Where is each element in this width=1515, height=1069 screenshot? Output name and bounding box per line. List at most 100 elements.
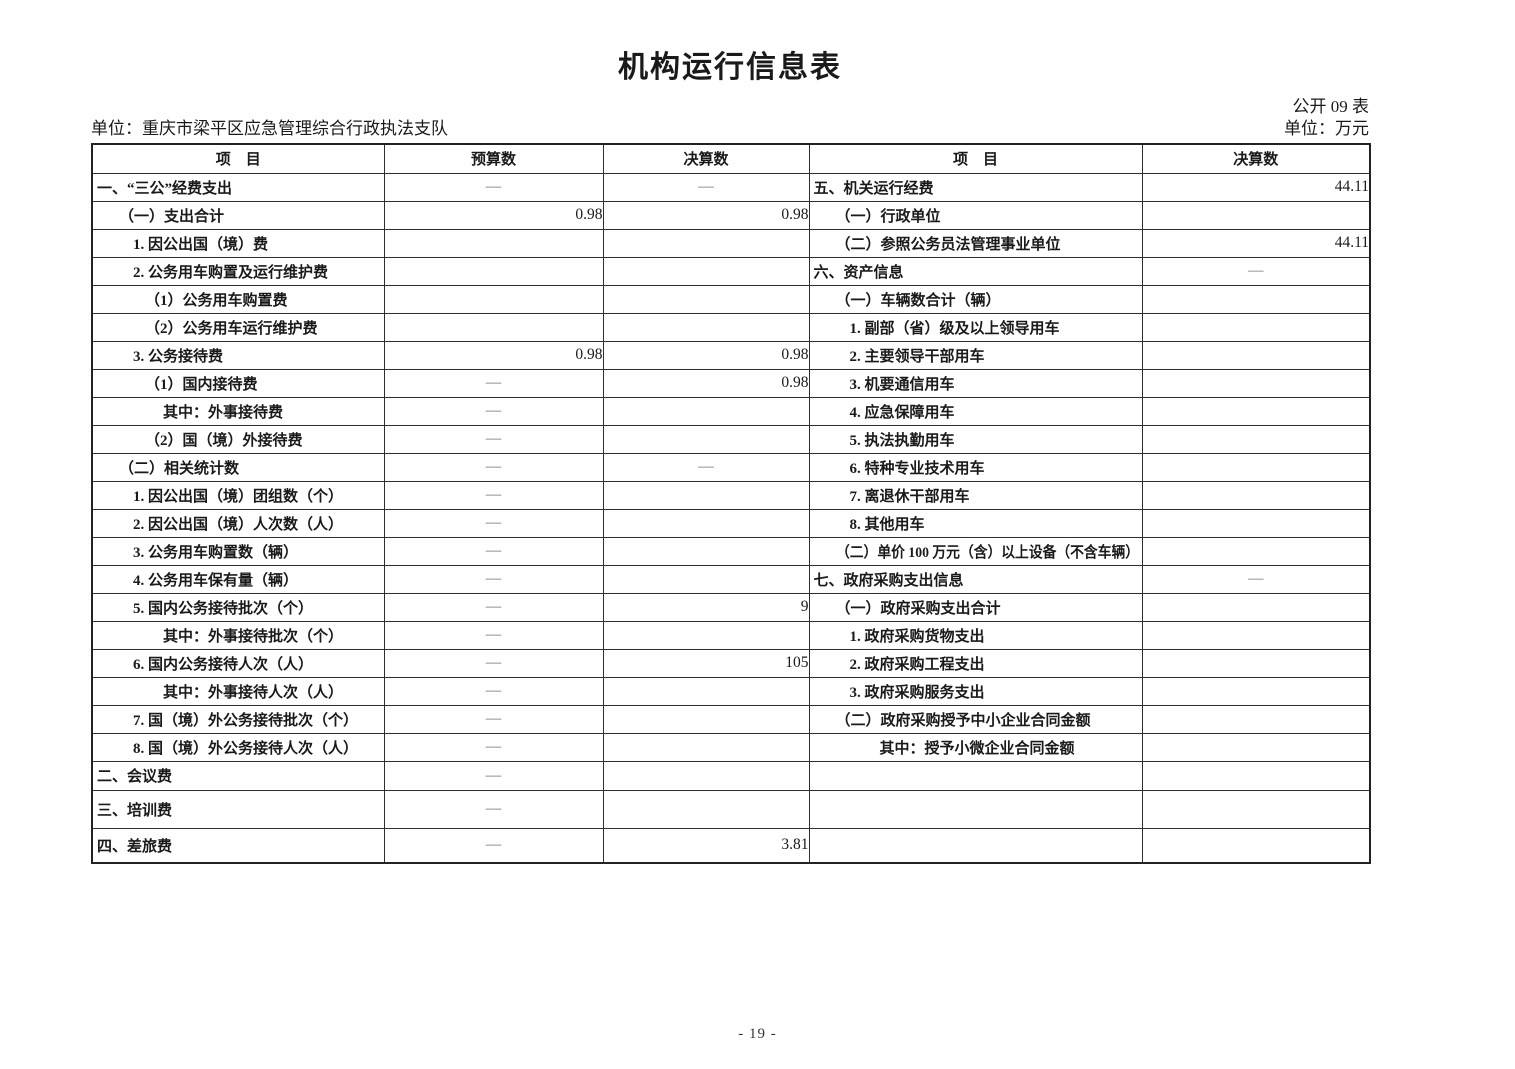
row-label-text: 8. 其他用车 [849, 516, 925, 533]
table-row: 一、“三公”经费支出 — — 五、机关运行经费 44.11 [91, 172, 1371, 202]
row-label-text: 3. 公务接待费 [133, 348, 224, 365]
final-value [1141, 676, 1371, 706]
budget-value-text: — [485, 598, 502, 615]
final-value [602, 676, 810, 706]
budget-value: — [383, 480, 604, 510]
row-label-text: 七、政府采购支出信息 [813, 572, 964, 589]
budget-value-text: — [485, 402, 502, 419]
budget-header: 预算数 [383, 143, 604, 174]
table-row: 二、会议费 — [91, 760, 1371, 791]
final-value: 0.98 [602, 200, 810, 230]
table-row: 5. 国内公务接待批次（个） — 9 （一）政府采购支出合计 [91, 592, 1371, 622]
final-value: — [1141, 256, 1371, 286]
row-label-text: （1）公务用车购置费 [145, 292, 288, 309]
budget-value-text: — [485, 654, 502, 671]
form-code-label: 公开 09 表 [1292, 97, 1370, 116]
row-label: 3. 政府采购服务支出 [808, 676, 1143, 706]
table-row: 8. 国（境）外公务接待人次（人） — 其中：授予小微企业合同金额 [91, 732, 1371, 762]
final-value [1141, 732, 1371, 762]
left-final-header: 决算数 [602, 143, 810, 174]
final-value-text: 0.98 [781, 374, 809, 391]
institution-operation-table: 项 目 预算数 决算数 项 目 决算数 一、“三公”经费支出 — — 五、机关运行经费 44.11… [91, 143, 1371, 864]
budget-value-text: — [485, 486, 502, 503]
row-label: 一、“三公”经费支出 [91, 172, 385, 202]
table-row: （2）公务用车运行维护费 1. 副部（省）级及以上领导用车 [91, 312, 1371, 342]
final-value [1141, 424, 1371, 454]
row-label: 8. 其他用车 [808, 508, 1143, 538]
row-label-text: 5. 国内公务接待批次（个） [133, 600, 314, 617]
final-value [602, 228, 810, 258]
row-label-text: （一）支出合计 [119, 208, 225, 225]
table-row: 其中：外事接待批次（个） — 1. 政府采购货物支出 [91, 620, 1371, 650]
row-label: （二）单价 100 万元（含）以上设备（不含车辆） [808, 536, 1143, 566]
table-row: （一）支出合计 0.98 0.98 （一）行政单位 [91, 200, 1371, 230]
row-label-text: 3. 机要通信用车 [849, 376, 955, 393]
row-label-text: （一）行政单位 [835, 208, 941, 225]
final-value [1141, 648, 1371, 678]
final-value [1141, 620, 1371, 650]
final-value-text: 44.11 [1334, 234, 1369, 251]
row-label: 其中：外事接待人次（人） [91, 676, 385, 706]
table-row: 1. 因公出国（境）费 （二）参照公务员法管理事业单位 44.11 [91, 228, 1371, 258]
row-label: （二）政府采购授予中小企业合同金额 [808, 704, 1143, 734]
row-label-text: （2）国（境）外接待费 [145, 432, 303, 449]
final-value [1141, 760, 1371, 791]
budget-value: — [383, 452, 604, 482]
budget-value: — [383, 536, 604, 566]
row-label-text: 其中：外事接待批次（个） [163, 628, 344, 645]
budget-value: — [383, 620, 604, 650]
table-row: 2. 因公出国（境）人次数（人） — 8. 其他用车 [91, 508, 1371, 538]
budget-value-text: — [485, 800, 502, 817]
row-label: 1. 副部（省）级及以上领导用车 [808, 312, 1143, 342]
final-value [1141, 704, 1371, 734]
final-value: 105 [602, 648, 810, 678]
table-row: 6. 国内公务接待人次（人） — 105 2. 政府采购工程支出 [91, 648, 1371, 678]
budget-value: — [383, 592, 604, 622]
row-label: （2）国（境）外接待费 [91, 424, 385, 454]
final-value-text: 3.81 [781, 836, 809, 854]
table-row: （2）国（境）外接待费 — 5. 执法执勤用车 [91, 424, 1371, 454]
right-item-header: 项 目 [808, 143, 1143, 174]
row-label-text: 7. 离退休干部用车 [849, 488, 970, 505]
budget-value-text: — [485, 458, 502, 475]
row-label: 四、差旅费 [91, 827, 385, 864]
budget-header-text: 预算数 [470, 152, 516, 169]
budget-value [383, 312, 604, 342]
right-item-header-text: 项 目 [952, 152, 998, 169]
budget-value: — [383, 564, 604, 594]
final-value-text: 0.98 [781, 346, 809, 363]
row-label: （一）政府采购支出合计 [808, 592, 1143, 622]
row-label-text: 二、会议费 [97, 769, 173, 785]
table-row: 其中：外事接待费 — 4. 应急保障用车 [91, 396, 1371, 426]
row-label-text: 五、机关运行经费 [813, 180, 934, 197]
row-label-text: 3. 政府采购服务支出 [849, 684, 985, 701]
row-label-text: 2. 公务用车购置及运行维护费 [133, 264, 329, 281]
row-label-text: 其中：授予小微企业合同金额 [879, 740, 1075, 757]
row-label: 5. 执法执勤用车 [808, 424, 1143, 454]
page-number: - 19 - [738, 1026, 777, 1042]
row-label-text: 5. 执法执勤用车 [849, 432, 955, 449]
final-value: 44.11 [1141, 228, 1371, 258]
final-value: — [1141, 564, 1371, 594]
row-label: 其中：授予小微企业合同金额 [808, 732, 1143, 762]
final-value [602, 508, 810, 538]
row-label: 1. 因公出国（境）费 [91, 228, 385, 258]
row-label: （二）相关统计数 [91, 452, 385, 482]
right-final-header-text: 决算数 [1233, 152, 1279, 169]
budget-value-text: 0.98 [575, 346, 603, 363]
budget-value: — [383, 732, 604, 762]
row-label-text: 其中：外事接待人次（人） [163, 684, 344, 701]
unit-row: 单位：重庆市梁平区应急管理综合行政执法支队 单位：万元 [91, 118, 1369, 140]
budget-value: 0.98 [383, 200, 604, 230]
row-label-text: 1. 政府采购货物支出 [849, 628, 985, 645]
final-value [1141, 312, 1371, 342]
table-row: 3. 公务接待费 0.98 0.98 2. 主要领导干部用车 [91, 340, 1371, 370]
row-label-text: （二）单价 100 万元（含）以上设备（不含车辆） [835, 544, 1139, 561]
row-label: 二、会议费 [91, 760, 385, 791]
table-row: 4. 公务用车保有量（辆） — 七、政府采购支出信息 — [91, 564, 1371, 594]
final-value [602, 480, 810, 510]
budget-value-text: — [485, 682, 502, 699]
budget-value: — [383, 424, 604, 454]
table-row: （1）国内接待费 — 0.98 3. 机要通信用车 [91, 368, 1371, 398]
